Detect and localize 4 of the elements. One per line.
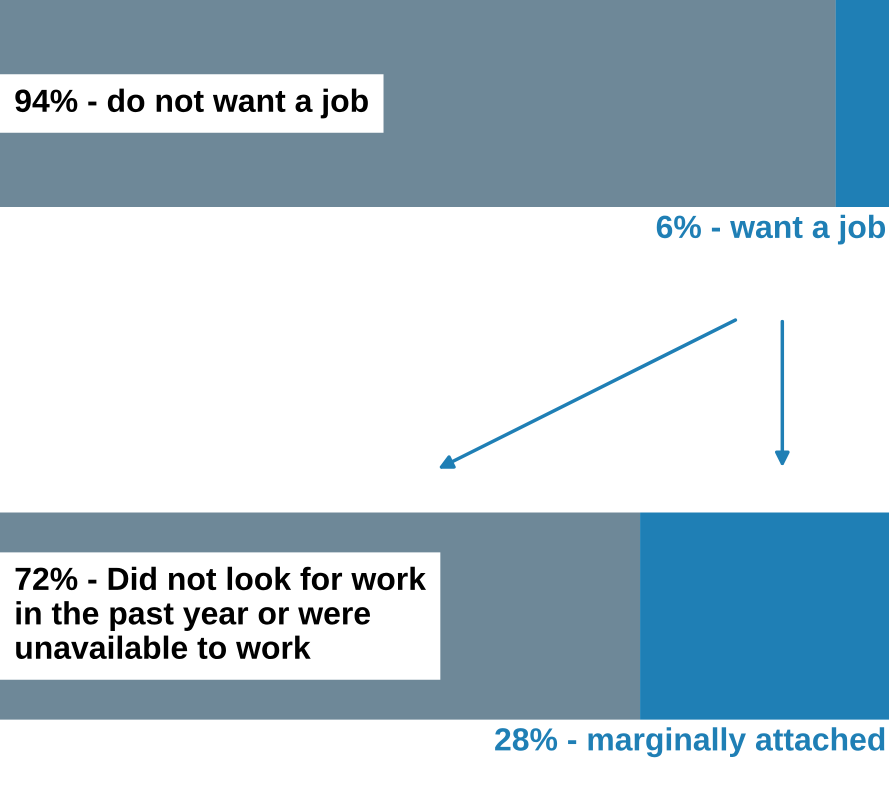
data-label: 94% - do not want a job xyxy=(15,88,368,118)
data-label: 72% - Did not look for work in the past year or were unavailable to work xyxy=(16,566,426,660)
data-label: 6% - want a job xyxy=(656,214,886,245)
data-label: 28% - marginally attached xyxy=(495,727,884,758)
